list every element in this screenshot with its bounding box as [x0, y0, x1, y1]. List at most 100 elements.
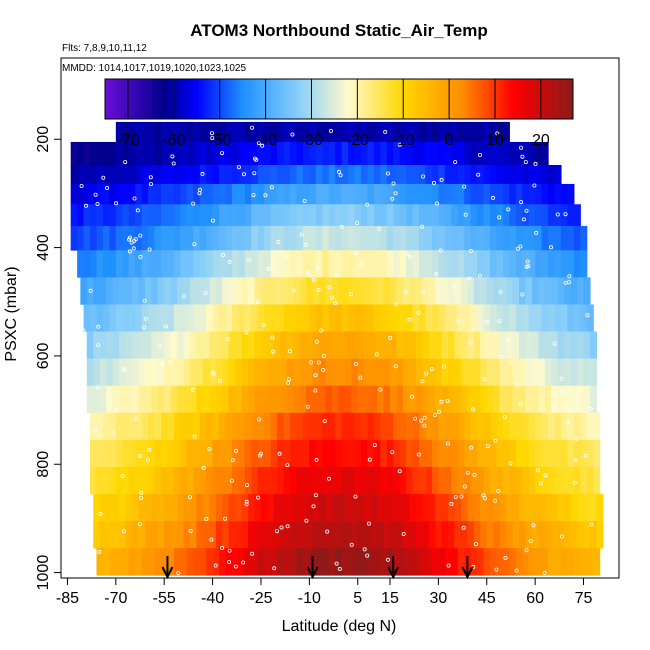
heatmap-cell — [331, 521, 339, 549]
heatmap-cell — [302, 141, 310, 166]
heatmap-cell — [264, 412, 272, 441]
heatmap-cell — [360, 412, 369, 441]
heatmap-cell — [96, 164, 104, 185]
data-point — [147, 247, 152, 252]
heatmap-cell — [173, 439, 181, 468]
heatmap-cell — [212, 183, 220, 205]
colorbar-segment — [283, 79, 288, 119]
colorbar-segment — [110, 79, 114, 119]
data-point — [326, 476, 331, 481]
colorbar-segment — [173, 79, 178, 119]
heatmap-cell — [312, 331, 320, 359]
heatmap-cell — [144, 521, 152, 549]
data-point — [560, 534, 565, 539]
heatmap-cell — [277, 141, 285, 166]
colorbar-segment — [127, 79, 131, 119]
heatmap-cell — [525, 494, 533, 522]
heatmap-cell — [264, 121, 272, 143]
heatmap-cell — [115, 304, 123, 332]
heatmap-cell — [341, 466, 349, 495]
colorbar-segment — [220, 79, 224, 119]
colorbar-segment — [396, 79, 401, 119]
heatmap-cell — [131, 358, 140, 387]
heatmap-cell — [244, 250, 252, 278]
data-point — [286, 380, 291, 385]
data-point — [465, 470, 470, 475]
heatmap-cell — [583, 331, 591, 359]
x-tick-label: -55 — [153, 590, 176, 607]
heatmap-cell — [270, 164, 278, 185]
heatmap-cell — [422, 521, 430, 549]
heatmap-cell — [128, 183, 136, 205]
data-point — [227, 259, 232, 264]
heatmap-cell — [306, 521, 314, 549]
heatmap-cell — [493, 331, 501, 359]
colorbar-segment — [253, 79, 257, 119]
heatmap-cell — [160, 412, 169, 441]
heatmap-cell — [489, 225, 498, 251]
heatmap-cell — [77, 250, 85, 278]
colorbar-tick-label: 10 — [486, 132, 504, 149]
heatmap-cell — [148, 439, 156, 468]
heatmap-cell — [241, 494, 249, 522]
heatmap-cell — [406, 204, 414, 227]
heatmap-cell — [131, 385, 140, 414]
heatmap-cell — [293, 521, 301, 549]
heatmap-cell — [364, 331, 372, 359]
heatmap-cell — [483, 204, 491, 227]
data-point — [286, 377, 291, 382]
heatmap-cell — [244, 412, 252, 441]
heatmap-cell — [438, 466, 446, 495]
heatmap-cell — [525, 277, 533, 305]
heatmap-cell — [509, 250, 517, 278]
marker-arrowhead — [306, 566, 319, 580]
heatmap-cell — [557, 358, 565, 387]
heatmap-cell — [106, 358, 114, 387]
heatmap-cell — [522, 183, 530, 205]
heatmap-cell — [348, 466, 356, 495]
heatmap-cell — [112, 277, 120, 305]
data-point — [334, 561, 339, 566]
heatmap-cell — [83, 225, 91, 251]
heatmap-cell — [196, 494, 204, 522]
heatmap-cell — [554, 183, 562, 205]
data-point — [519, 131, 524, 136]
heatmap-cell — [383, 385, 391, 414]
heatmap-cell — [444, 412, 452, 441]
heatmap-cell — [325, 358, 333, 387]
heatmap-cell — [409, 331, 417, 359]
heatmap-cell — [473, 358, 481, 387]
heatmap-cell — [431, 141, 439, 166]
heatmap-cell — [86, 331, 94, 359]
heatmap-cell — [557, 494, 565, 522]
heatmap-cell — [589, 494, 598, 522]
data-point — [413, 416, 418, 421]
heatmap-cell — [86, 385, 94, 414]
heatmap-cell — [202, 331, 210, 359]
heatmap-cell — [373, 412, 381, 441]
heatmap-cell — [102, 412, 110, 441]
colorbar-segment — [515, 79, 519, 119]
heatmap-cell — [244, 204, 252, 227]
data-point — [434, 201, 439, 206]
data-point — [316, 287, 321, 292]
heatmap-cell — [370, 521, 378, 549]
data-point — [75, 534, 80, 539]
heatmap-cell — [309, 250, 317, 278]
colorbar-segment — [231, 79, 235, 119]
heatmap-cell — [344, 331, 352, 359]
heatmap-cell — [186, 204, 194, 227]
heatmap-cell — [106, 494, 114, 522]
data-point — [484, 319, 489, 324]
colorbar-segment — [138, 79, 142, 119]
heatmap-cell — [248, 358, 256, 387]
heatmap-cell — [93, 521, 101, 549]
x-tick-label: 60 — [526, 590, 544, 607]
heatmap-cell — [190, 331, 198, 359]
heatmap-cell — [180, 548, 188, 576]
heatmap-cell — [444, 225, 452, 251]
heatmap-cell — [122, 164, 130, 185]
heatmap-cell — [251, 439, 259, 468]
heatmap-cell — [354, 250, 362, 278]
heatmap-cell — [248, 277, 256, 305]
